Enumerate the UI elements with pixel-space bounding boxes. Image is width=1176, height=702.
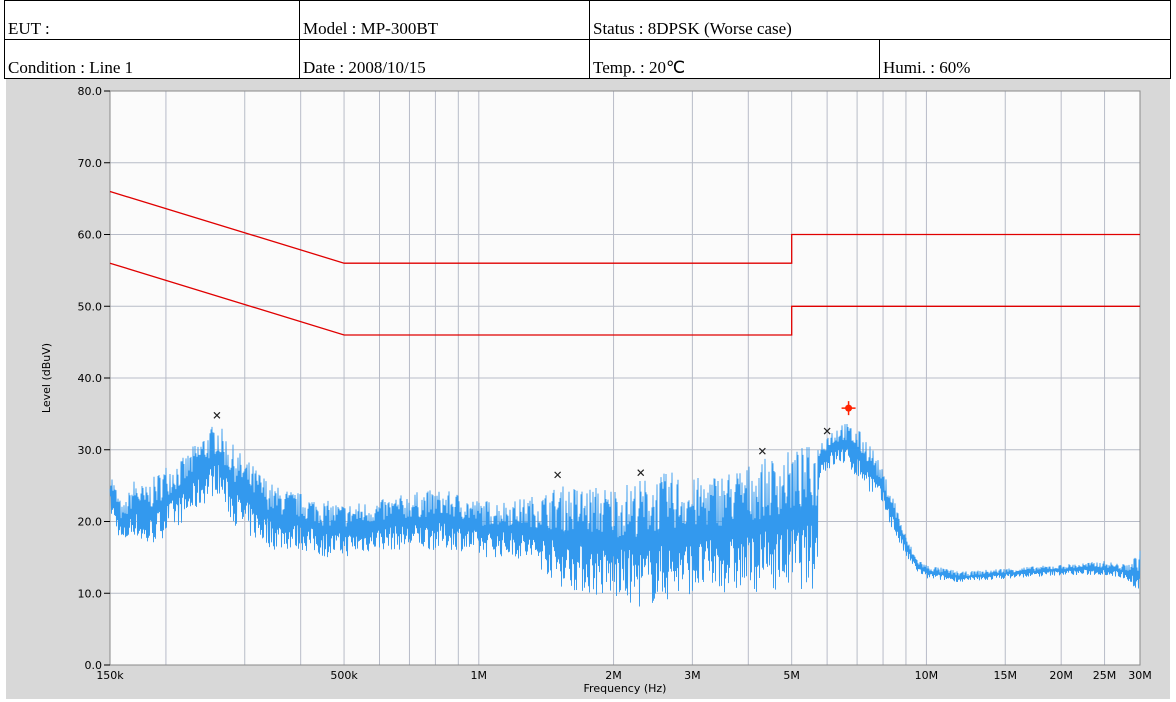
humidity-cell: Humi. : 60% bbox=[879, 39, 1171, 79]
y-tick-label: 40.0 bbox=[78, 372, 103, 385]
emission-series bbox=[109, 423, 1141, 607]
peak-x-marker bbox=[758, 447, 766, 455]
model-cell: Model : MP-300BT bbox=[299, 0, 590, 40]
x-tick-label: 30M bbox=[1128, 669, 1152, 682]
y-tick-label: 20.0 bbox=[78, 516, 103, 529]
y-tick-label: 70.0 bbox=[78, 157, 103, 170]
marker-stroke bbox=[637, 469, 645, 477]
y-axis-label: Level (dBuV) bbox=[40, 343, 53, 413]
marker-stroke bbox=[554, 471, 562, 479]
x-tick-label: 20M bbox=[1049, 669, 1073, 682]
peak-x-marker bbox=[823, 427, 831, 435]
y-tick-label: 60.0 bbox=[78, 229, 103, 242]
chart-panel: 0.0 10.0 20.0 30.0 40.0 50.0 60.0 70.0 80.0 150k 5… bbox=[6, 79, 1170, 699]
y-tick-label: 0.0 bbox=[85, 659, 103, 672]
marker-dot bbox=[845, 404, 853, 412]
peak-star-marker bbox=[841, 401, 856, 416]
tick-labels: 0.0 10.0 20.0 30.0 40.0 50.0 60.0 70.0 80.0 150k 5… bbox=[78, 85, 1152, 682]
x-tick-label: 1M bbox=[471, 669, 488, 682]
limit-line bbox=[109, 262, 1140, 336]
x-tick-label: 150k bbox=[96, 669, 124, 682]
marker-stroke bbox=[823, 427, 831, 435]
limit-lines bbox=[109, 190, 1140, 336]
x-tick-label: 25M bbox=[1093, 669, 1117, 682]
eut-cell: EUT : bbox=[4, 0, 300, 40]
temp-cell: Temp. : 20℃ bbox=[589, 39, 880, 79]
limit-line bbox=[109, 190, 1140, 264]
emission-chart: 0.0 10.0 20.0 30.0 40.0 50.0 60.0 70.0 80.0 150k 5… bbox=[40, 85, 1152, 695]
x-axis-label: Frequency (Hz) bbox=[584, 682, 667, 695]
peak-x-marker bbox=[637, 469, 645, 477]
emission-trace bbox=[109, 423, 1141, 607]
y-tick-label: 80.0 bbox=[78, 85, 103, 98]
date-cell: Date : 2008/10/15 bbox=[299, 39, 590, 79]
x-tick-label: 15M bbox=[994, 669, 1018, 682]
condition-cell: Condition : Line 1 bbox=[4, 39, 300, 79]
marker-stroke bbox=[758, 447, 766, 455]
marker-stroke bbox=[213, 411, 221, 419]
peak-markers bbox=[213, 401, 856, 479]
x-tick-label: 10M bbox=[915, 669, 939, 682]
x-tick-label: 2M bbox=[605, 669, 622, 682]
x-tick-label: 500k bbox=[330, 669, 358, 682]
y-tick-label: 10.0 bbox=[78, 587, 103, 600]
status-cell: Status : 8DPSK (Worse case) bbox=[589, 0, 1171, 40]
y-tick-label: 30.0 bbox=[78, 444, 103, 457]
x-tick-label: 5M bbox=[783, 669, 800, 682]
test-info-table: EUT : Model : MP-300BT Status : 8DPSK (W… bbox=[4, 0, 1171, 79]
peak-x-marker bbox=[213, 411, 221, 419]
peak-x-marker bbox=[554, 471, 562, 479]
x-tick-label: 3M bbox=[684, 669, 701, 682]
y-tick-label: 50.0 bbox=[78, 300, 103, 313]
